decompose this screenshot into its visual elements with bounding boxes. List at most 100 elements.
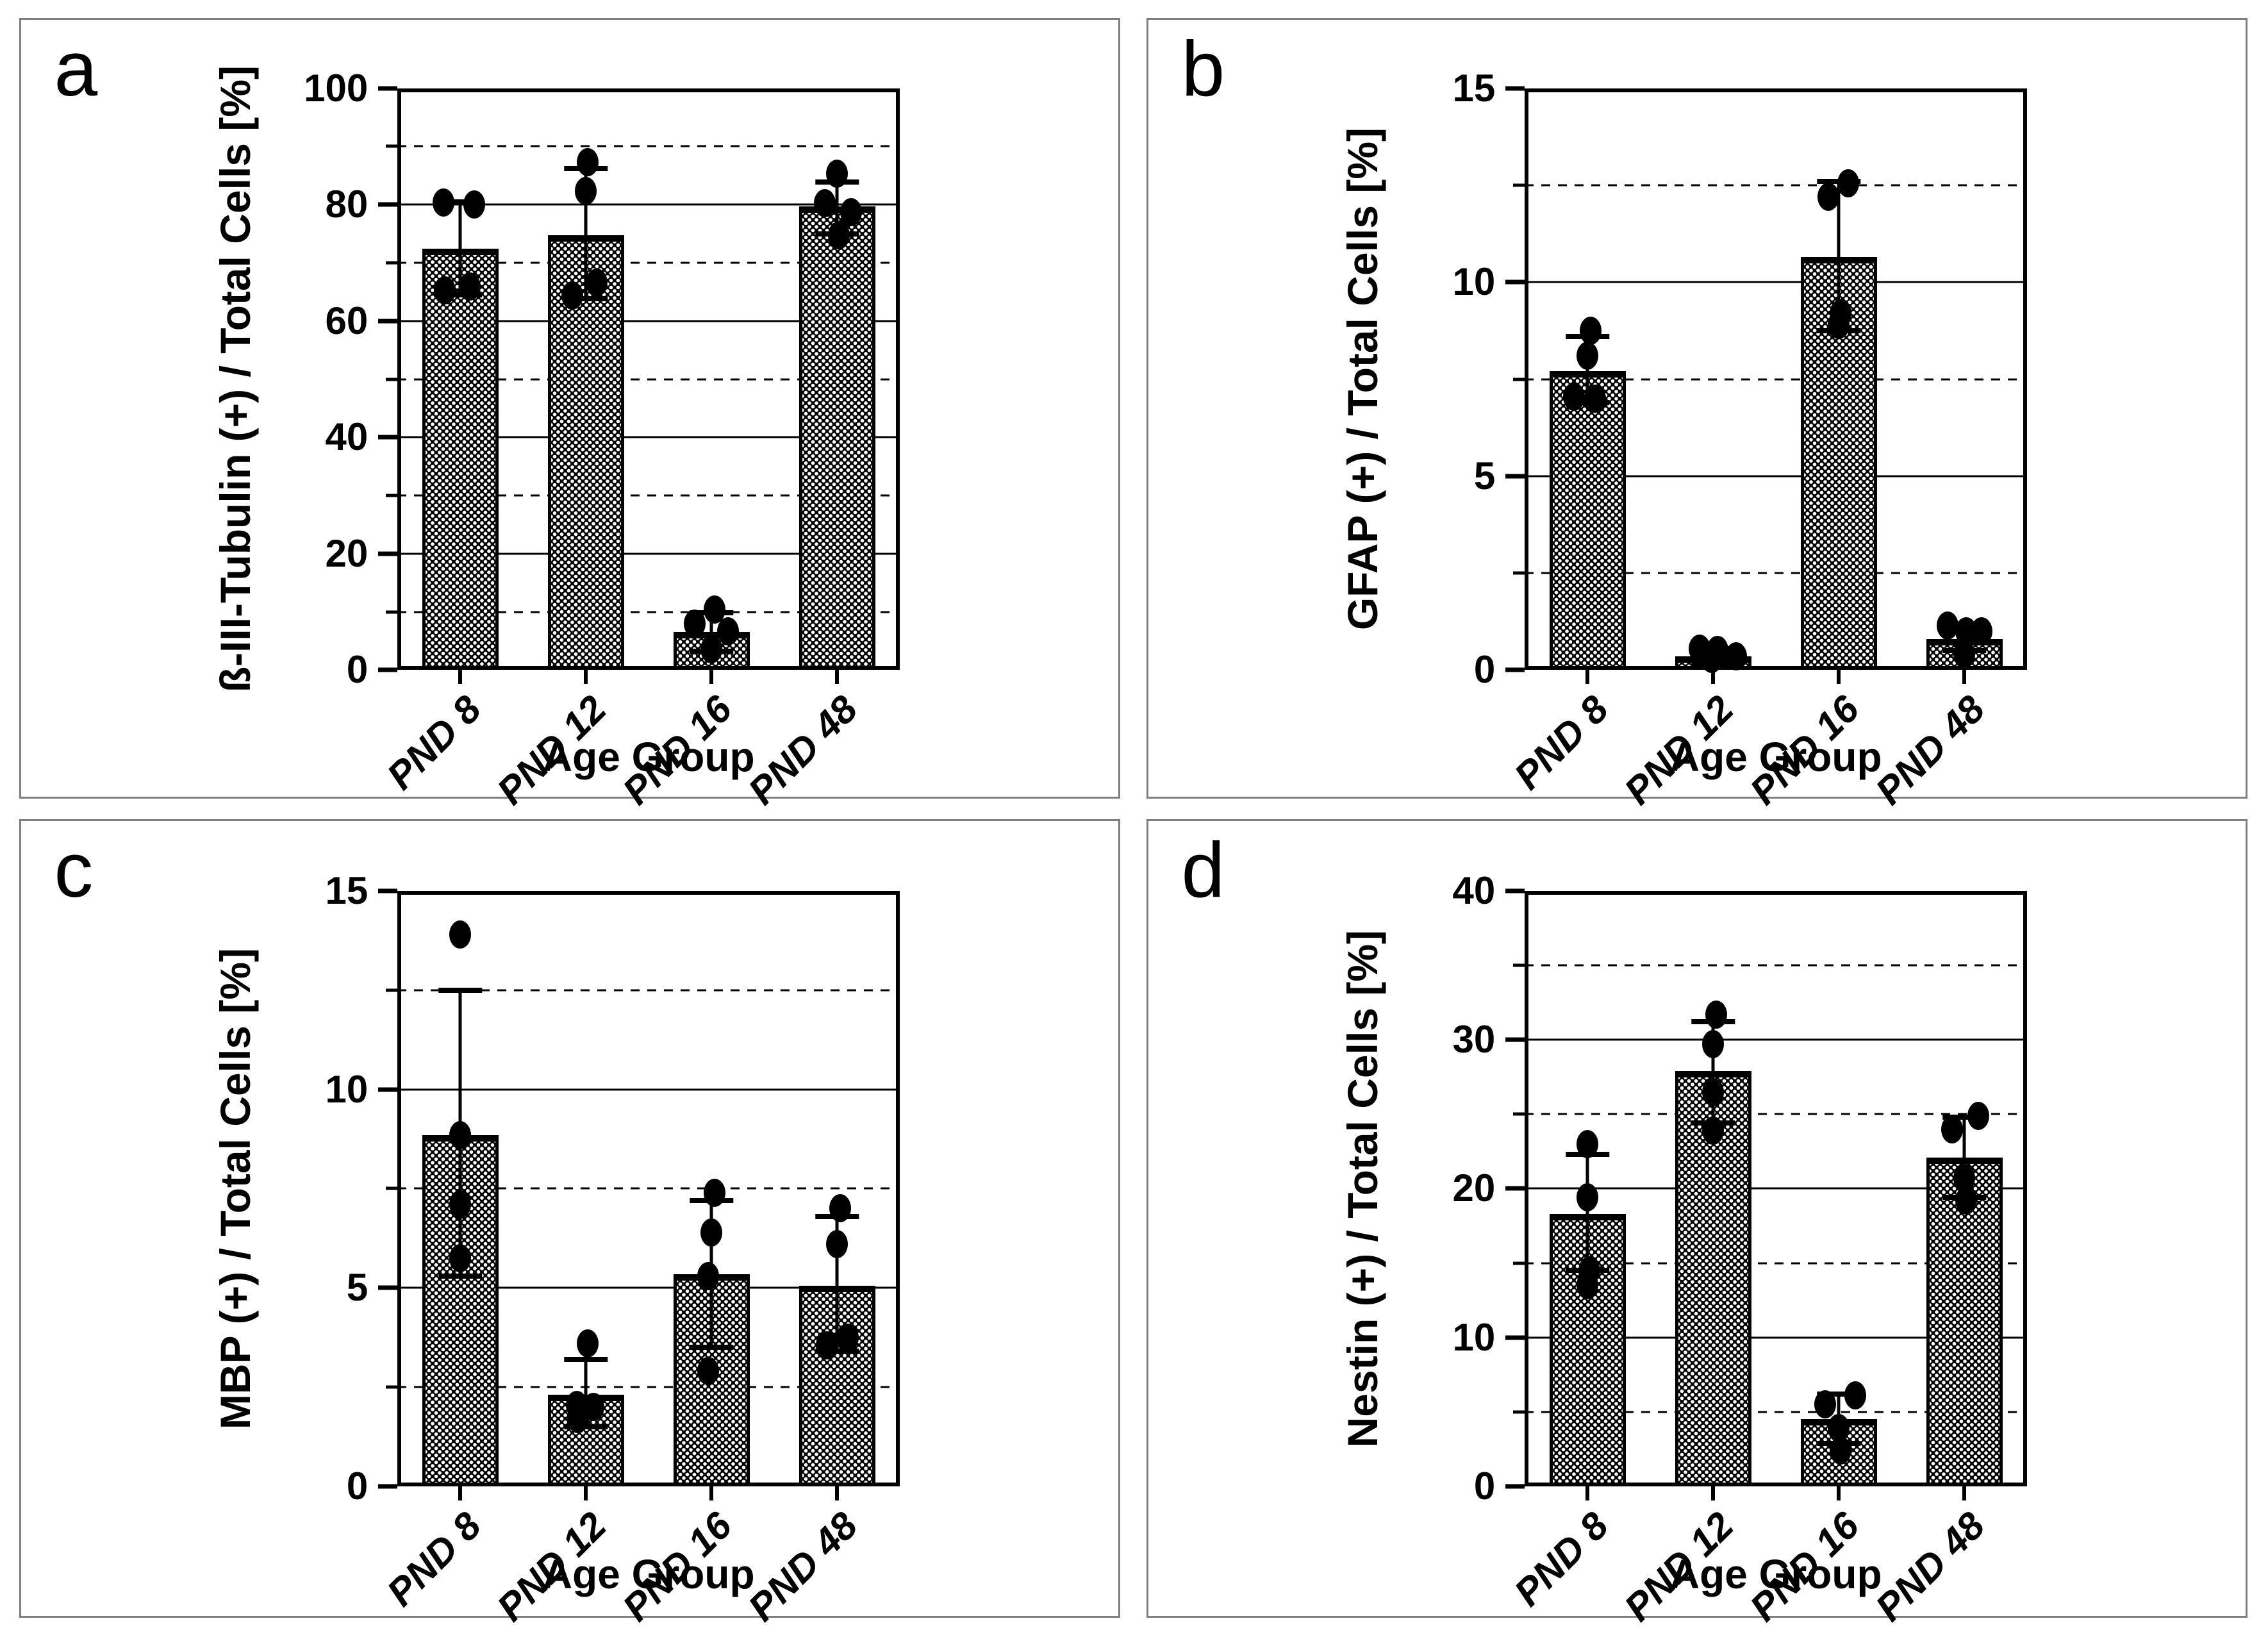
plot-area: 0 20 40 60 80 100 PND 8 PND 12 PND 16 PND 48 bbox=[304, 69, 900, 813]
y-tick-label: 40 bbox=[325, 415, 368, 459]
y-tick-label: 10 bbox=[1452, 260, 1496, 304]
y-axis-title-text: MBP (+) / Total Cells [%] bbox=[211, 947, 260, 1430]
error-bar-cap bbox=[564, 296, 608, 302]
data-point bbox=[1817, 183, 1839, 212]
x-tick bbox=[1711, 1486, 1716, 1500]
y-tick-major bbox=[378, 888, 398, 893]
y-tick-major bbox=[1505, 474, 1525, 479]
plot-area: 0 5 10 15 PND 8 PND 12 PND 16 PND 48 bbox=[325, 872, 900, 1629]
x-tick bbox=[1962, 670, 1967, 685]
x-tick bbox=[1837, 1486, 1841, 1500]
y-tick-minor bbox=[1513, 1112, 1525, 1116]
y-tick-major bbox=[1505, 888, 1525, 893]
error-bar bbox=[1837, 181, 1841, 331]
data-point bbox=[697, 1261, 720, 1290]
data-point bbox=[576, 1329, 599, 1358]
data-point bbox=[449, 920, 472, 949]
error-bar bbox=[1962, 1117, 1966, 1198]
data-point bbox=[458, 272, 481, 301]
x-axis-title: Age Group bbox=[1669, 1551, 1882, 1598]
y-tick-label: 0 bbox=[346, 1464, 368, 1508]
x-tick-label: PND 8 bbox=[378, 687, 489, 798]
gridline-major bbox=[397, 1088, 900, 1091]
gridline-minor bbox=[397, 611, 900, 613]
data-point bbox=[697, 1357, 720, 1386]
chart-panel: d Nestin (+) / Total Cells [%] 0 10 20 30 40… bbox=[1146, 819, 2247, 1629]
y-tick-minor bbox=[1513, 963, 1525, 967]
data-point bbox=[704, 1178, 726, 1207]
data-point bbox=[826, 1230, 848, 1259]
gridline-minor bbox=[397, 1386, 900, 1388]
y-axis-title: ß-III-Tubulin (+) / Total Cells [%] bbox=[21, 65, 397, 692]
gridline-minor bbox=[397, 1187, 900, 1190]
x-axis-title: Age Group bbox=[542, 1551, 755, 1598]
data-point bbox=[1562, 382, 1585, 411]
data-point bbox=[1844, 1381, 1867, 1410]
plot-area: 0 5 10 15 PND 8 PND 12 PND 16 PND 48 bbox=[1452, 69, 2028, 813]
data-point bbox=[1702, 1030, 1725, 1059]
x-tick-label: PND 8 bbox=[1505, 687, 1616, 798]
y-tick-major bbox=[1505, 279, 1525, 285]
error-bar-cap bbox=[1942, 1115, 1986, 1120]
gridline-minor bbox=[1525, 378, 2028, 381]
data-point bbox=[1829, 1436, 1851, 1465]
y-axis-title-text: ß-III-Tubulin (+) / Total Cells [%] bbox=[211, 65, 260, 693]
y-tick-major bbox=[378, 1087, 398, 1092]
data-point bbox=[585, 268, 608, 297]
error-bar-cap bbox=[438, 987, 482, 993]
x-tick bbox=[584, 1486, 588, 1500]
x-tick bbox=[1585, 670, 1590, 685]
data-point bbox=[449, 1120, 472, 1149]
panel-letter: d bbox=[1181, 826, 1225, 913]
gridline-major bbox=[1525, 475, 2028, 478]
x-tick bbox=[1962, 1486, 1967, 1500]
x-axis-title: Age Group bbox=[542, 733, 755, 780]
x-tick bbox=[458, 670, 463, 685]
data-point bbox=[1837, 169, 1859, 197]
data-point bbox=[576, 147, 599, 176]
y-tick-label: 5 bbox=[346, 1266, 368, 1309]
error-bar-cap bbox=[438, 1273, 482, 1279]
data-point bbox=[700, 1218, 723, 1247]
gridline-minor bbox=[397, 262, 900, 264]
data-point bbox=[449, 1190, 472, 1219]
gridline-minor bbox=[1525, 572, 2028, 574]
bar bbox=[547, 1395, 624, 1486]
data-point bbox=[434, 276, 456, 304]
y-tick-label: 5 bbox=[1473, 454, 1496, 497]
y-tick-major bbox=[1505, 1484, 1525, 1489]
data-point bbox=[1577, 1129, 1599, 1158]
y-tick-label: 10 bbox=[325, 1067, 368, 1111]
x-tick bbox=[709, 670, 714, 685]
data-point bbox=[684, 609, 706, 638]
x-tick bbox=[584, 670, 588, 685]
x-tick-label: PND 48 bbox=[740, 687, 866, 813]
x-tick bbox=[458, 1486, 463, 1500]
x-tick-label: PND 48 bbox=[740, 1504, 866, 1629]
x-tick bbox=[1711, 670, 1716, 685]
data-point bbox=[836, 1323, 859, 1352]
bar bbox=[799, 206, 875, 670]
y-tick-minor bbox=[386, 494, 398, 497]
data-point bbox=[826, 160, 848, 188]
gridline-minor bbox=[397, 145, 900, 147]
error-bar bbox=[458, 201, 462, 295]
y-tick-label: 10 bbox=[1452, 1315, 1496, 1359]
data-point bbox=[1579, 316, 1602, 345]
y-tick-label: 100 bbox=[304, 66, 368, 110]
x-tick bbox=[1585, 1486, 1590, 1500]
gridline-major bbox=[1525, 1038, 2028, 1041]
data-point bbox=[1941, 1115, 1964, 1143]
y-tick-major bbox=[1505, 1186, 1525, 1191]
data-point bbox=[1955, 1186, 1977, 1215]
y-tick-label: 20 bbox=[325, 531, 368, 575]
x-tick bbox=[1837, 670, 1841, 685]
gridline-major bbox=[397, 553, 900, 555]
y-tick-major bbox=[378, 551, 398, 556]
data-point bbox=[815, 1331, 838, 1360]
data-point bbox=[1937, 611, 1959, 640]
gridline-minor bbox=[1525, 1113, 2028, 1115]
gridline-minor bbox=[1525, 1411, 2028, 1413]
y-tick-label: 15 bbox=[325, 869, 368, 913]
chart-panel: a ß-III-Tubulin (+) / Total Cells [%] 0 2… bbox=[19, 18, 1120, 813]
